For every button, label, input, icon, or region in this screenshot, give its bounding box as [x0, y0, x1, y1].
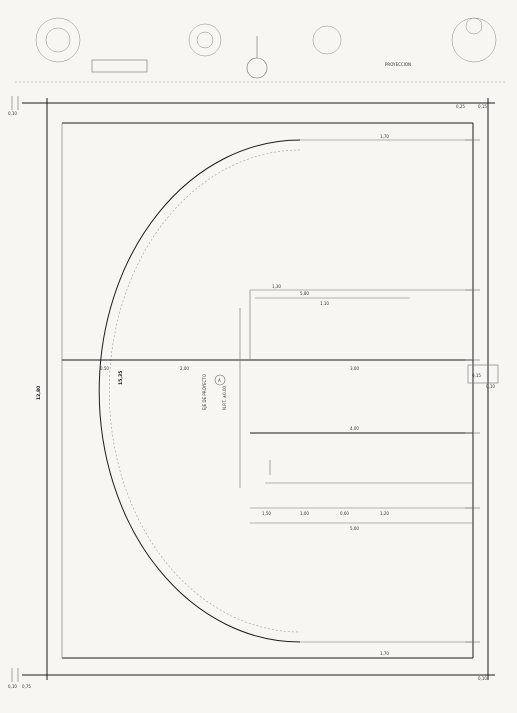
court-label-d: 1,50 — [262, 511, 271, 516]
court-label-i: 1,10 — [320, 301, 329, 306]
court-label-g: 1,20 — [380, 511, 389, 516]
center-note: EJE DE PROYECTO — [202, 374, 207, 410]
radius-label: 15,35 — [118, 371, 124, 385]
top-left-label: 0,10 — [8, 111, 17, 116]
court-label-f: 0,60 — [340, 511, 349, 516]
court-label-e: 1,00 — [300, 511, 309, 516]
landscape-strip: PROYECCION — [15, 17, 505, 83]
court-label-a: 1,30 — [272, 284, 281, 289]
tree-icon — [312, 25, 342, 55]
right-box — [467, 364, 499, 384]
right-label-c: 0,10 — [478, 676, 487, 681]
court-arc — [98, 139, 301, 643]
center-mark: A — [218, 378, 221, 383]
axis-label-c: 3,00 — [350, 366, 359, 371]
outer-dimensions: 12,80 0,10 0,10 0,75 0,25 0,15 0,10 — [8, 96, 495, 689]
center-axis: 0,50 2,00 3,00 15,35 EJE DE PROYECTO A N… — [62, 359, 473, 410]
arc-bottom-label: 1,70 — [380, 651, 389, 656]
court-label-b: 5,80 — [300, 291, 309, 296]
right-label-a: 0,25 — [456, 104, 465, 109]
right-label-b: 0,15 — [478, 104, 487, 109]
right-box-label-2: 0,10 — [486, 384, 495, 389]
right-markers: 0,15 0,10 — [465, 139, 499, 643]
tree-icon — [45, 27, 71, 53]
court-label-h: 5,00 — [350, 526, 359, 531]
center-mark-circle — [214, 374, 226, 386]
tree-icon — [188, 23, 222, 57]
right-box-label: 0,15 — [472, 373, 481, 378]
bottom-left-label: 0,10 — [8, 684, 17, 689]
tree-icon — [196, 31, 214, 49]
inner-court: 1,30 5,80 4,00 1,50 1,00 0,60 1,20 5,00 … — [239, 284, 473, 531]
top-note: PROYECCION — [385, 62, 411, 67]
bottom-left-label-2: 0,75 — [22, 684, 31, 689]
bench-mark — [91, 59, 148, 73]
court-label-c: 4,00 — [350, 426, 359, 431]
arc-top-label: 1,70 — [380, 134, 389, 139]
total-height-label: 12,80 — [36, 386, 42, 400]
axis-label-b: 2,00 — [180, 366, 189, 371]
center-note-2: N.P.T. ±0.00 — [222, 385, 227, 410]
tree-icon — [465, 17, 483, 35]
tree-icon — [35, 17, 81, 63]
court-arc-inner — [108, 149, 301, 633]
court-outline: 1,70 1,70 — [61, 122, 474, 659]
axis-label-a: 0,50 — [100, 366, 109, 371]
